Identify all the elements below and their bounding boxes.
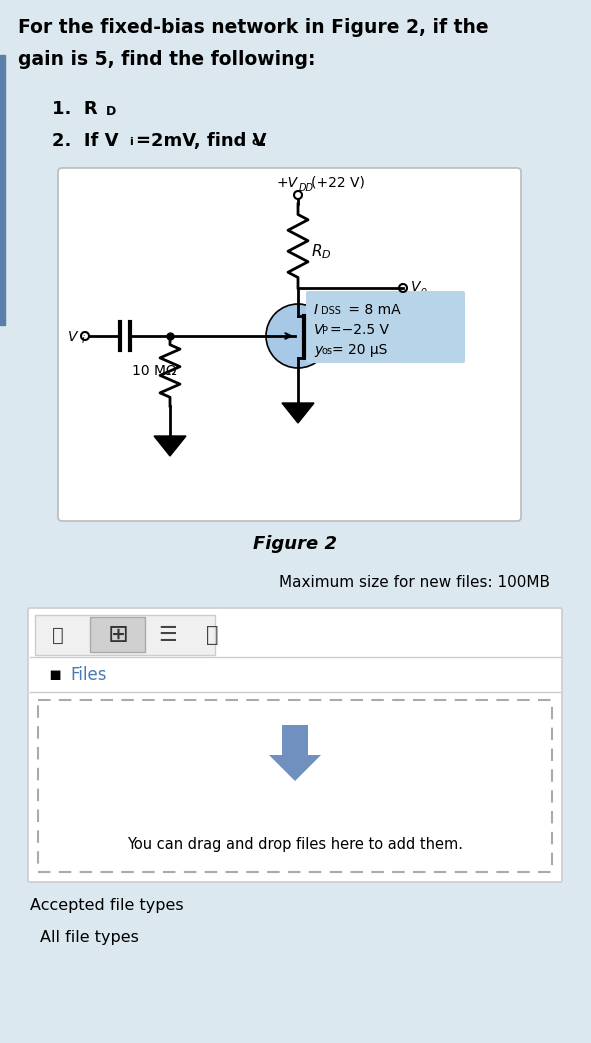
Text: = 8 mA: = 8 mA — [344, 304, 401, 317]
Text: I: I — [314, 304, 318, 317]
Text: D: D — [106, 105, 116, 118]
Text: For the fixed-bias network in Figure 2, if the: For the fixed-bias network in Figure 2, … — [18, 18, 489, 37]
Text: R: R — [312, 243, 323, 259]
Text: 🗀: 🗀 — [206, 625, 218, 645]
Text: 1.  R: 1. R — [52, 100, 98, 118]
FancyBboxPatch shape — [28, 608, 562, 882]
Circle shape — [266, 304, 330, 368]
Text: o: o — [421, 286, 427, 296]
Text: D: D — [322, 250, 330, 260]
FancyBboxPatch shape — [58, 168, 521, 522]
Text: ▪: ▪ — [48, 665, 61, 684]
Bar — [0, 55, 5, 325]
Text: =2mV, find V: =2mV, find V — [136, 132, 267, 150]
Text: os: os — [322, 346, 333, 356]
Bar — [282, 725, 308, 755]
Text: =−2.5 V: =−2.5 V — [330, 323, 389, 337]
Text: V: V — [411, 280, 421, 294]
Text: = 20 μS: = 20 μS — [332, 343, 387, 357]
Text: V: V — [67, 330, 77, 344]
Text: Maximum size for new files: 100MB: Maximum size for new files: 100MB — [279, 575, 550, 590]
Text: V: V — [314, 323, 323, 337]
Polygon shape — [269, 755, 321, 781]
Text: DD: DD — [299, 183, 314, 193]
Text: i: i — [81, 335, 84, 345]
Text: Accepted file types: Accepted file types — [30, 898, 184, 913]
Text: You can drag and drop files here to add them.: You can drag and drop files here to add … — [127, 836, 463, 852]
Text: 2.  If V: 2. If V — [52, 132, 119, 150]
Polygon shape — [282, 403, 314, 423]
Text: +V: +V — [277, 176, 298, 190]
Text: Files: Files — [70, 665, 106, 683]
Polygon shape — [154, 436, 186, 456]
Text: gain is 5, find the following:: gain is 5, find the following: — [18, 50, 316, 69]
Text: i: i — [129, 137, 133, 147]
Text: 10 MΩ: 10 MΩ — [132, 364, 177, 378]
Text: o: o — [251, 137, 259, 147]
Bar — [35, 615, 215, 655]
FancyBboxPatch shape — [306, 291, 465, 363]
Text: ☰: ☰ — [158, 625, 177, 645]
Text: 📄: 📄 — [52, 626, 64, 645]
Text: All file types: All file types — [40, 930, 139, 945]
Text: (+22 V): (+22 V) — [311, 176, 365, 190]
Text: P: P — [322, 326, 328, 336]
Text: y: y — [314, 343, 322, 357]
Text: .: . — [259, 132, 266, 150]
Text: ⊞: ⊞ — [108, 623, 128, 647]
Bar — [38, 700, 552, 872]
Text: DSS: DSS — [321, 306, 341, 316]
Bar — [90, 617, 145, 652]
Text: Figure 2: Figure 2 — [253, 535, 337, 553]
